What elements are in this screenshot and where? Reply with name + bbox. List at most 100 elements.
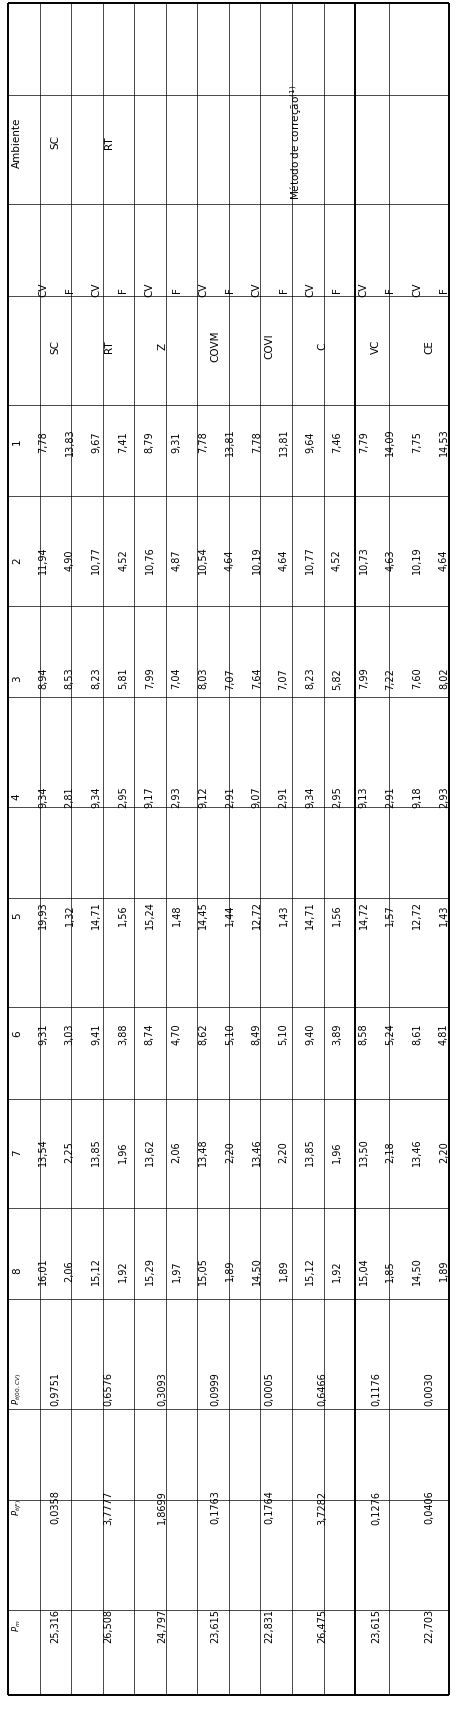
Text: 13,81: 13,81 bbox=[278, 427, 288, 456]
Text: 7,07: 7,07 bbox=[278, 668, 288, 690]
Text: 1,96: 1,96 bbox=[332, 1141, 342, 1163]
Text: VC: VC bbox=[371, 340, 381, 353]
Text: 8,02: 8,02 bbox=[439, 668, 449, 690]
Text: 0,0999: 0,0999 bbox=[211, 1373, 220, 1405]
Text: 7,79: 7,79 bbox=[359, 431, 369, 453]
Text: 1: 1 bbox=[12, 439, 22, 444]
Text: 14,53: 14,53 bbox=[439, 427, 449, 456]
Text: 4,90: 4,90 bbox=[64, 549, 74, 571]
Text: 8,79: 8,79 bbox=[145, 431, 155, 453]
Text: 4,52: 4,52 bbox=[332, 549, 342, 571]
Text: CV: CV bbox=[91, 283, 101, 297]
Text: 9,07: 9,07 bbox=[252, 786, 262, 808]
Text: RT: RT bbox=[104, 136, 113, 149]
Text: 9,34: 9,34 bbox=[305, 786, 315, 808]
Text: 8,61: 8,61 bbox=[412, 1023, 422, 1045]
Text: 9,12: 9,12 bbox=[198, 786, 208, 808]
Text: 13,46: 13,46 bbox=[412, 1138, 422, 1167]
Text: Ambiente: Ambiente bbox=[12, 117, 22, 168]
Text: F: F bbox=[171, 287, 181, 293]
Text: 0,1276: 0,1276 bbox=[371, 1491, 381, 1524]
Text: 13,81: 13,81 bbox=[225, 427, 235, 456]
Text: 4,87: 4,87 bbox=[171, 549, 181, 571]
Text: CV: CV bbox=[145, 283, 155, 297]
Text: 13,48: 13,48 bbox=[198, 1138, 208, 1167]
Text: 10,54: 10,54 bbox=[198, 546, 208, 575]
Text: 7,07: 7,07 bbox=[225, 668, 235, 690]
Text: 7: 7 bbox=[12, 1150, 22, 1155]
Text: 1,89: 1,89 bbox=[225, 1260, 235, 1282]
Text: CE: CE bbox=[425, 340, 434, 353]
Text: 26,475: 26,475 bbox=[318, 1610, 327, 1642]
Text: 13,85: 13,85 bbox=[305, 1138, 315, 1167]
Text: 22,703: 22,703 bbox=[425, 1610, 434, 1642]
Text: 7,60: 7,60 bbox=[412, 668, 422, 690]
Text: 8,94: 8,94 bbox=[38, 668, 48, 690]
Text: 2,91: 2,91 bbox=[278, 786, 288, 808]
Text: 2,20: 2,20 bbox=[439, 1141, 449, 1163]
Text: 0,6576: 0,6576 bbox=[104, 1373, 113, 1405]
Text: 9,64: 9,64 bbox=[305, 431, 315, 453]
Text: 1,43: 1,43 bbox=[278, 904, 288, 927]
Text: 2,06: 2,06 bbox=[64, 1260, 74, 1282]
Text: C: C bbox=[318, 343, 327, 350]
Text: 2: 2 bbox=[12, 558, 22, 563]
Text: SC: SC bbox=[50, 136, 60, 149]
Text: $P_m$: $P_m$ bbox=[11, 1620, 23, 1632]
Text: 2,91: 2,91 bbox=[225, 786, 235, 808]
Text: 7,04: 7,04 bbox=[171, 668, 181, 690]
Text: 7,64: 7,64 bbox=[252, 668, 262, 690]
Text: 0,3093: 0,3093 bbox=[157, 1373, 167, 1405]
Text: 13,83: 13,83 bbox=[64, 427, 74, 456]
Text: COVM: COVM bbox=[211, 331, 220, 362]
Text: 8,49: 8,49 bbox=[252, 1023, 262, 1045]
Text: 1,89: 1,89 bbox=[439, 1260, 449, 1282]
Text: 9,18: 9,18 bbox=[412, 786, 422, 808]
Text: 1,8699: 1,8699 bbox=[157, 1491, 167, 1524]
Text: 2,06: 2,06 bbox=[171, 1141, 181, 1163]
Text: 13,62: 13,62 bbox=[145, 1138, 155, 1167]
Text: 8,62: 8,62 bbox=[198, 1023, 208, 1045]
Text: 10,77: 10,77 bbox=[305, 546, 315, 575]
Text: 16,01: 16,01 bbox=[38, 1256, 48, 1285]
Text: 2,95: 2,95 bbox=[118, 786, 128, 808]
Text: 0,9751: 0,9751 bbox=[50, 1373, 60, 1405]
Text: 5: 5 bbox=[12, 913, 22, 918]
Text: 23,615: 23,615 bbox=[211, 1610, 220, 1642]
Text: 3,7777: 3,7777 bbox=[104, 1491, 113, 1524]
Text: 4: 4 bbox=[12, 795, 22, 800]
Text: 15,04: 15,04 bbox=[359, 1256, 369, 1285]
Text: 10,77: 10,77 bbox=[91, 546, 101, 575]
Text: 2,93: 2,93 bbox=[171, 786, 181, 808]
Text: 1,57: 1,57 bbox=[385, 904, 395, 927]
Text: 0,0030: 0,0030 bbox=[425, 1373, 434, 1405]
Text: 2,81: 2,81 bbox=[64, 786, 74, 808]
Text: 7,78: 7,78 bbox=[38, 431, 48, 453]
Text: 8,23: 8,23 bbox=[91, 668, 101, 690]
Text: 14,72: 14,72 bbox=[359, 901, 369, 930]
Text: 22,831: 22,831 bbox=[264, 1610, 274, 1642]
Text: 3,89: 3,89 bbox=[332, 1023, 342, 1045]
Text: 0,6466: 0,6466 bbox=[318, 1373, 327, 1405]
Text: 8,03: 8,03 bbox=[198, 668, 208, 690]
Text: 1,85: 1,85 bbox=[385, 1260, 395, 1282]
Text: 0,1176: 0,1176 bbox=[371, 1373, 381, 1405]
Text: CV: CV bbox=[252, 283, 262, 297]
Text: 5,24: 5,24 bbox=[385, 1023, 395, 1045]
Text: 6: 6 bbox=[12, 1031, 22, 1036]
Text: 14,45: 14,45 bbox=[198, 901, 208, 930]
Text: 2,91: 2,91 bbox=[385, 786, 395, 808]
Text: 7,22: 7,22 bbox=[385, 668, 395, 690]
Text: 8: 8 bbox=[12, 1268, 22, 1273]
Text: 24,797: 24,797 bbox=[157, 1610, 167, 1642]
Text: CV: CV bbox=[412, 283, 422, 297]
Text: 23,615: 23,615 bbox=[371, 1610, 381, 1642]
Text: RT: RT bbox=[104, 340, 113, 353]
Text: 3,88: 3,88 bbox=[118, 1023, 128, 1045]
Text: 2,18: 2,18 bbox=[385, 1141, 395, 1163]
Text: 3,7282: 3,7282 bbox=[318, 1491, 327, 1524]
Text: 9,34: 9,34 bbox=[91, 786, 101, 808]
Text: 14,50: 14,50 bbox=[252, 1256, 262, 1285]
Text: 7,41: 7,41 bbox=[118, 431, 128, 453]
Text: 14,71: 14,71 bbox=[91, 901, 101, 930]
